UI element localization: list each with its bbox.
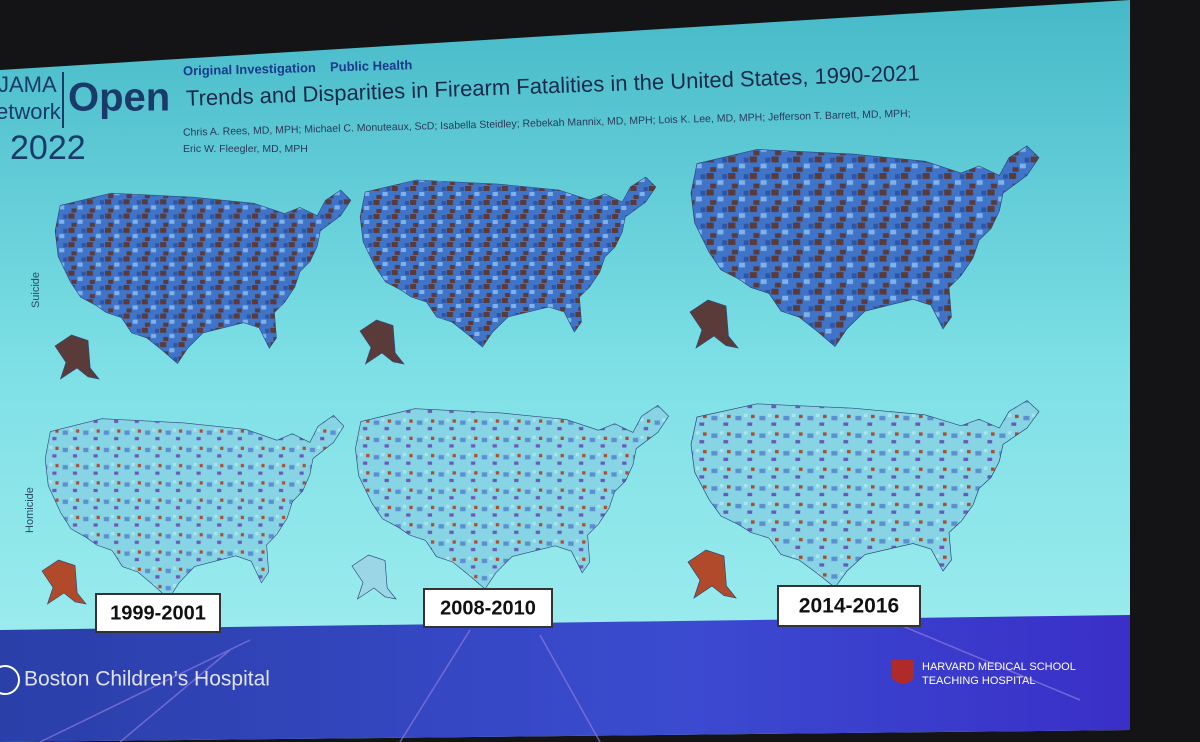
period-label: 2014-2016	[799, 595, 899, 618]
period-label: 2008-2010	[440, 597, 536, 619]
row-label: Suicide	[30, 272, 42, 308]
period-box	[777, 585, 921, 627]
hospital-name: Boston Children’s Hospital	[24, 668, 270, 691]
journal-year: 2022	[10, 129, 86, 167]
row-label: Homicide	[24, 487, 36, 533]
period-box	[95, 593, 221, 633]
journal-brand: Open	[68, 76, 170, 120]
harvard-shield	[892, 660, 914, 684]
journal-line2: etwork	[0, 99, 62, 124]
period-labels: 1999-2001 2008-2010 2014-2016	[95, 585, 921, 633]
harvard-line: TEACHING HOSPITAL	[922, 675, 1035, 687]
network-lines	[39, 624, 1081, 742]
article-type: Original Investigation	[183, 60, 316, 78]
journal-line1: JAMA	[0, 72, 57, 97]
authors-line: Eric W. Fleegler, MD, MPH	[183, 143, 308, 155]
article-section: Public Health	[330, 57, 413, 74]
harvard-line: HARVARD MEDICAL SCHOOL	[922, 661, 1076, 673]
period-box	[423, 588, 553, 628]
period-label: 1999-2001	[110, 602, 206, 624]
logo	[0, 665, 20, 695]
